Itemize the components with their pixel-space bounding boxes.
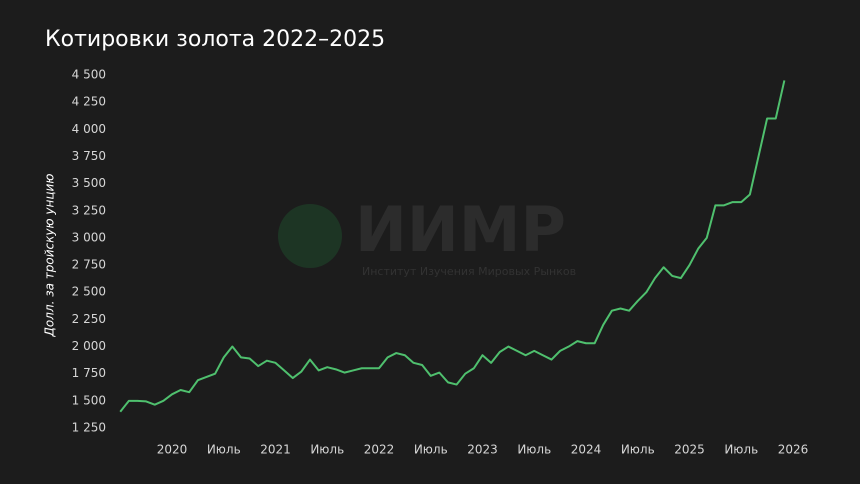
y-tick-label: 3 250 — [72, 203, 106, 217]
x-tick-label: 2025 — [674, 443, 705, 457]
y-tick-label: 3 750 — [72, 149, 106, 163]
x-tick-label: Июль — [207, 443, 241, 457]
y-tick-label: 4 250 — [72, 95, 106, 109]
y-tick-label: 1 250 — [72, 421, 106, 435]
watermark-title: ИИМР — [355, 193, 566, 266]
x-tick-label: 2022 — [364, 443, 395, 457]
watermark-logo — [278, 204, 342, 268]
x-tick-label: Июль — [414, 443, 448, 457]
y-tick-label: 3 000 — [72, 230, 106, 244]
price-line — [119, 80, 786, 413]
watermark: ИИМР Институт Изучения Мировых Рынков — [278, 193, 576, 278]
x-tick-label: Июль — [310, 443, 344, 457]
chart-title: Котировки золота 2022–2025 — [45, 27, 385, 52]
y-axis-label: Долл. за тройскую унцию — [43, 174, 57, 338]
x-tick-label: 2026 — [778, 443, 809, 457]
y-tick-label: 1 750 — [72, 366, 106, 380]
x-tick-label: 2021 — [260, 443, 291, 457]
y-tick-label: 4 500 — [72, 68, 106, 82]
y-tick-label: 3 500 — [72, 176, 106, 190]
x-tick-label: Июль — [517, 443, 551, 457]
y-tick-label: 2 000 — [72, 339, 106, 353]
y-tick-label: 4 000 — [72, 122, 106, 136]
x-tick-label: Июль — [724, 443, 758, 457]
y-tick-label: 1 500 — [72, 393, 106, 407]
y-tick-label: 2 250 — [72, 312, 106, 326]
y-tick-label: 2 500 — [72, 285, 106, 299]
watermark-subtitle: Институт Изучения Мировых Рынков — [362, 265, 576, 278]
x-tick-label: Июль — [621, 443, 655, 457]
x-tick-label: 2020 — [157, 443, 188, 457]
y-tick-label: 2 750 — [72, 258, 106, 272]
x-tick-label: 2023 — [467, 443, 498, 457]
x-tick-label: 2024 — [571, 443, 602, 457]
